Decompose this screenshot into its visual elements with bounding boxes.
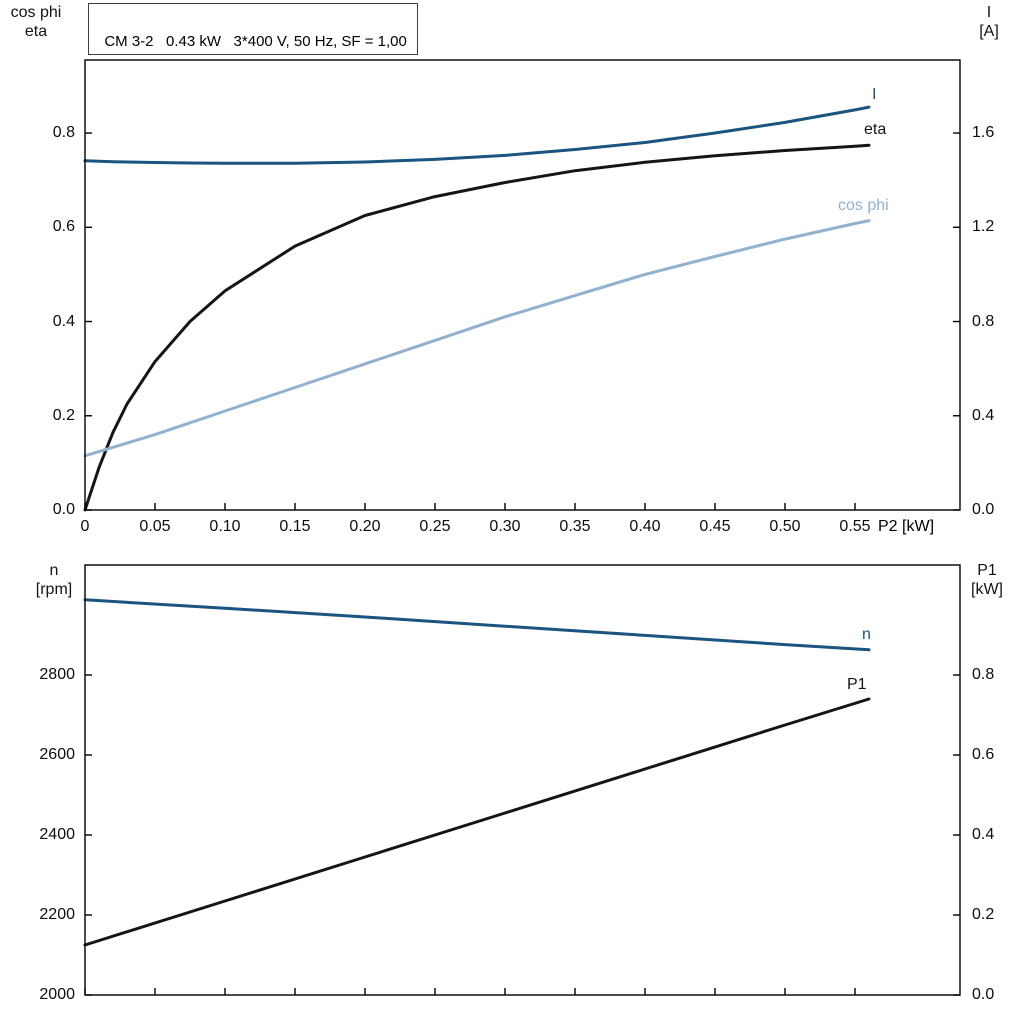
chart-title-text: CM 3-2 0.43 kW 3*400 V, 50 Hz, SF = 1,00: [104, 33, 407, 50]
x-tick-label: 0.50: [769, 518, 801, 535]
x-tick-label: 0.35: [559, 518, 591, 535]
x-tick-label: 0.15: [279, 518, 311, 535]
y-tick-label-right: 0.8: [972, 312, 995, 330]
bottom-right-axis-label: P1 [kW]: [960, 561, 1014, 599]
curve-cos-phi: [83, 219, 871, 458]
curve-n: [83, 598, 871, 652]
curve-label-current: I: [872, 86, 877, 103]
x-tick-label: 0: [80, 518, 90, 535]
axis-label-eta: eta: [24, 23, 48, 40]
y-tick-label-left: 2400: [39, 826, 75, 843]
y-tick-label-left: 2000: [39, 986, 75, 1003]
top-left-axis-label: cos phi eta: [5, 3, 67, 41]
y-tick-label-left: 2600: [39, 746, 75, 763]
plot-border: [84, 564, 961, 996]
curve-i: [83, 105, 871, 165]
chart-title-box: CM 3-2 0.43 kW 3*400 V, 50 Hz, SF = 1,00: [88, 3, 418, 55]
axis-label-speed-unit: [rpm]: [35, 581, 73, 598]
y-tick-label-left: 2800: [39, 666, 75, 683]
top-right-axis-label: I [A]: [966, 3, 1012, 41]
x-tick-label: 0.10: [209, 518, 241, 535]
x-tick-label: 0.55: [839, 518, 871, 535]
y-tick-label-right: 1.2: [972, 218, 995, 236]
axis-label-current-unit: [A]: [979, 23, 999, 40]
axis-label-current: I: [986, 4, 992, 21]
x-tick-label: 0.40: [629, 518, 661, 535]
y-tick-label-right: 0.2: [972, 906, 995, 923]
curve-label-eta: eta: [864, 121, 887, 138]
curve-label-cos-phi: cos phi: [838, 197, 889, 214]
y-tick-label-right: 0.4: [972, 826, 995, 843]
plot-border: [84, 59, 961, 511]
x-tick-label: 0.30: [489, 518, 521, 535]
y-tick-label-left: 2200: [39, 906, 75, 923]
y-tick-label-left: 0.0: [52, 501, 75, 518]
axis-label-p1-unit: [kW]: [971, 581, 1003, 598]
x-axis-label-p2: P2 [kW]: [878, 518, 935, 535]
axis-label-p1: P1: [977, 562, 997, 579]
y-tick-label-left: 0.2: [52, 406, 75, 424]
x-tick-label: 0.05: [139, 518, 171, 535]
y-tick-label-right: 0.8: [972, 666, 995, 683]
x-tick-label: 0.25: [419, 518, 451, 535]
axis-label-cos-phi: cos phi: [10, 4, 62, 21]
y-tick-label-left: 0.8: [52, 124, 75, 142]
y-tick-label-right: 0.0: [972, 986, 995, 1003]
x-tick-label: 0.45: [699, 518, 731, 535]
y-tick-label-right: 1.6: [972, 124, 995, 142]
curve-label-speed: n: [862, 626, 871, 643]
axis-label-speed: n: [49, 562, 59, 579]
y-tick-label-right: 0.0: [972, 501, 995, 518]
curve-label-p1: P1: [847, 676, 867, 693]
y-tick-label-left: 0.6: [52, 218, 75, 236]
y-tick-label-right: 0.6: [972, 746, 995, 763]
curve-p1: [83, 697, 871, 947]
y-tick-label-left: 0.4: [52, 312, 75, 330]
curve-eta: [83, 143, 871, 512]
y-tick-label-right: 0.4: [972, 406, 995, 424]
x-tick-label: 0.20: [349, 518, 381, 535]
bottom-left-axis-label: n [rpm]: [24, 561, 84, 599]
